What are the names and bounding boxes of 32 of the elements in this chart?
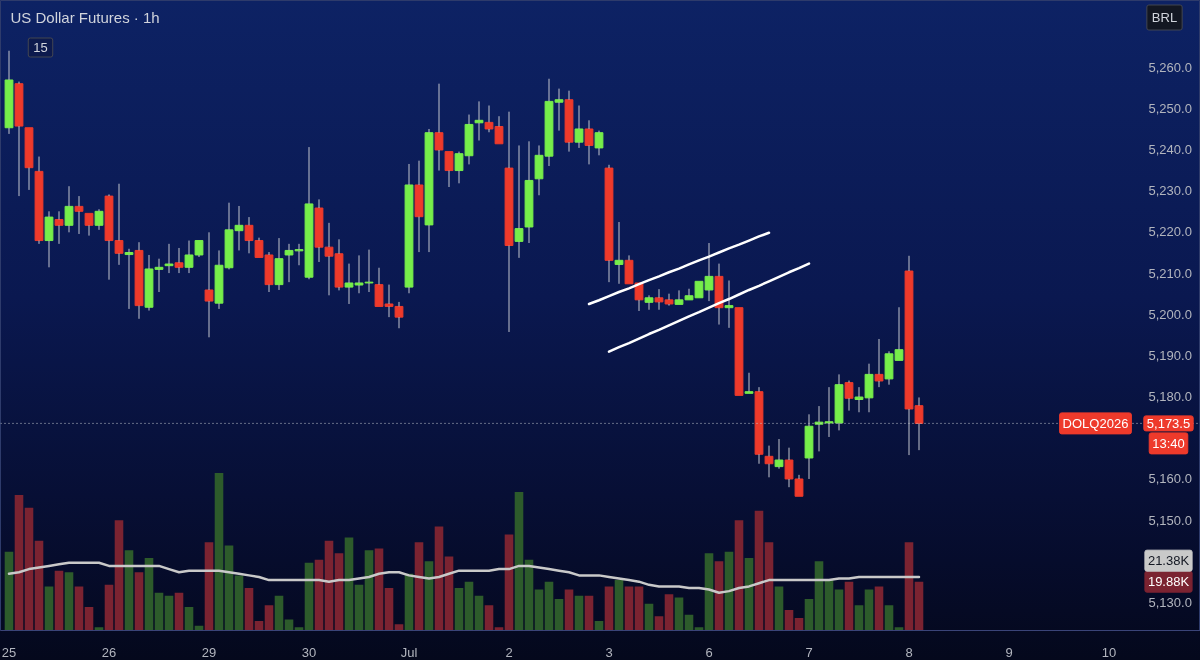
x-tick-label: 7 xyxy=(805,644,813,660)
text: 19.88K xyxy=(1147,574,1190,590)
x-tick-label: 9 xyxy=(1005,644,1013,660)
y-tick-label: 5,260.0 xyxy=(1148,59,1192,75)
y-tick-label: 5,180.0 xyxy=(1148,389,1192,405)
x-tick-label: 2 xyxy=(505,644,513,660)
x-tick-label: 29 xyxy=(201,644,217,660)
ref-line-label: 5,173.5 xyxy=(1146,415,1191,431)
text: BRL xyxy=(1151,10,1178,25)
y-tick-label: 5,150.0 xyxy=(1148,512,1192,528)
x-tick-label: 25 xyxy=(1,644,17,660)
x-tick-label: 26 xyxy=(101,644,117,660)
y-tick-label: 5,240.0 xyxy=(1148,142,1192,158)
x-tick-label: 6 xyxy=(705,644,713,660)
y-tick-label: 5,220.0 xyxy=(1148,224,1192,240)
y-tick-label: 5,230.0 xyxy=(1148,183,1192,199)
text: 21.38K xyxy=(1147,553,1190,569)
x-tick-label: 8 xyxy=(905,644,913,660)
y-tick-label: 5,210.0 xyxy=(1148,265,1192,281)
x-tick-label: Jul xyxy=(400,644,418,660)
x-tick-label: 30 xyxy=(301,644,317,660)
annotation: 15 xyxy=(33,40,48,55)
x-tick-label: 3 xyxy=(605,644,613,660)
text: 13:40 xyxy=(1152,435,1185,451)
y-tick-label: 5,130.0 xyxy=(1148,595,1192,610)
annotation: DOLQ2026 xyxy=(1062,415,1129,431)
y-tick-label: 5,250.0 xyxy=(1148,100,1192,116)
text: US Dollar Futures · 1h xyxy=(10,9,160,26)
y-tick-label: 5,160.0 xyxy=(1148,471,1192,487)
y-tick-label: 5,190.0 xyxy=(1148,347,1192,363)
y-tick-label: 5,200.0 xyxy=(1148,306,1192,322)
x-tick-label: 10 xyxy=(1101,644,1117,660)
